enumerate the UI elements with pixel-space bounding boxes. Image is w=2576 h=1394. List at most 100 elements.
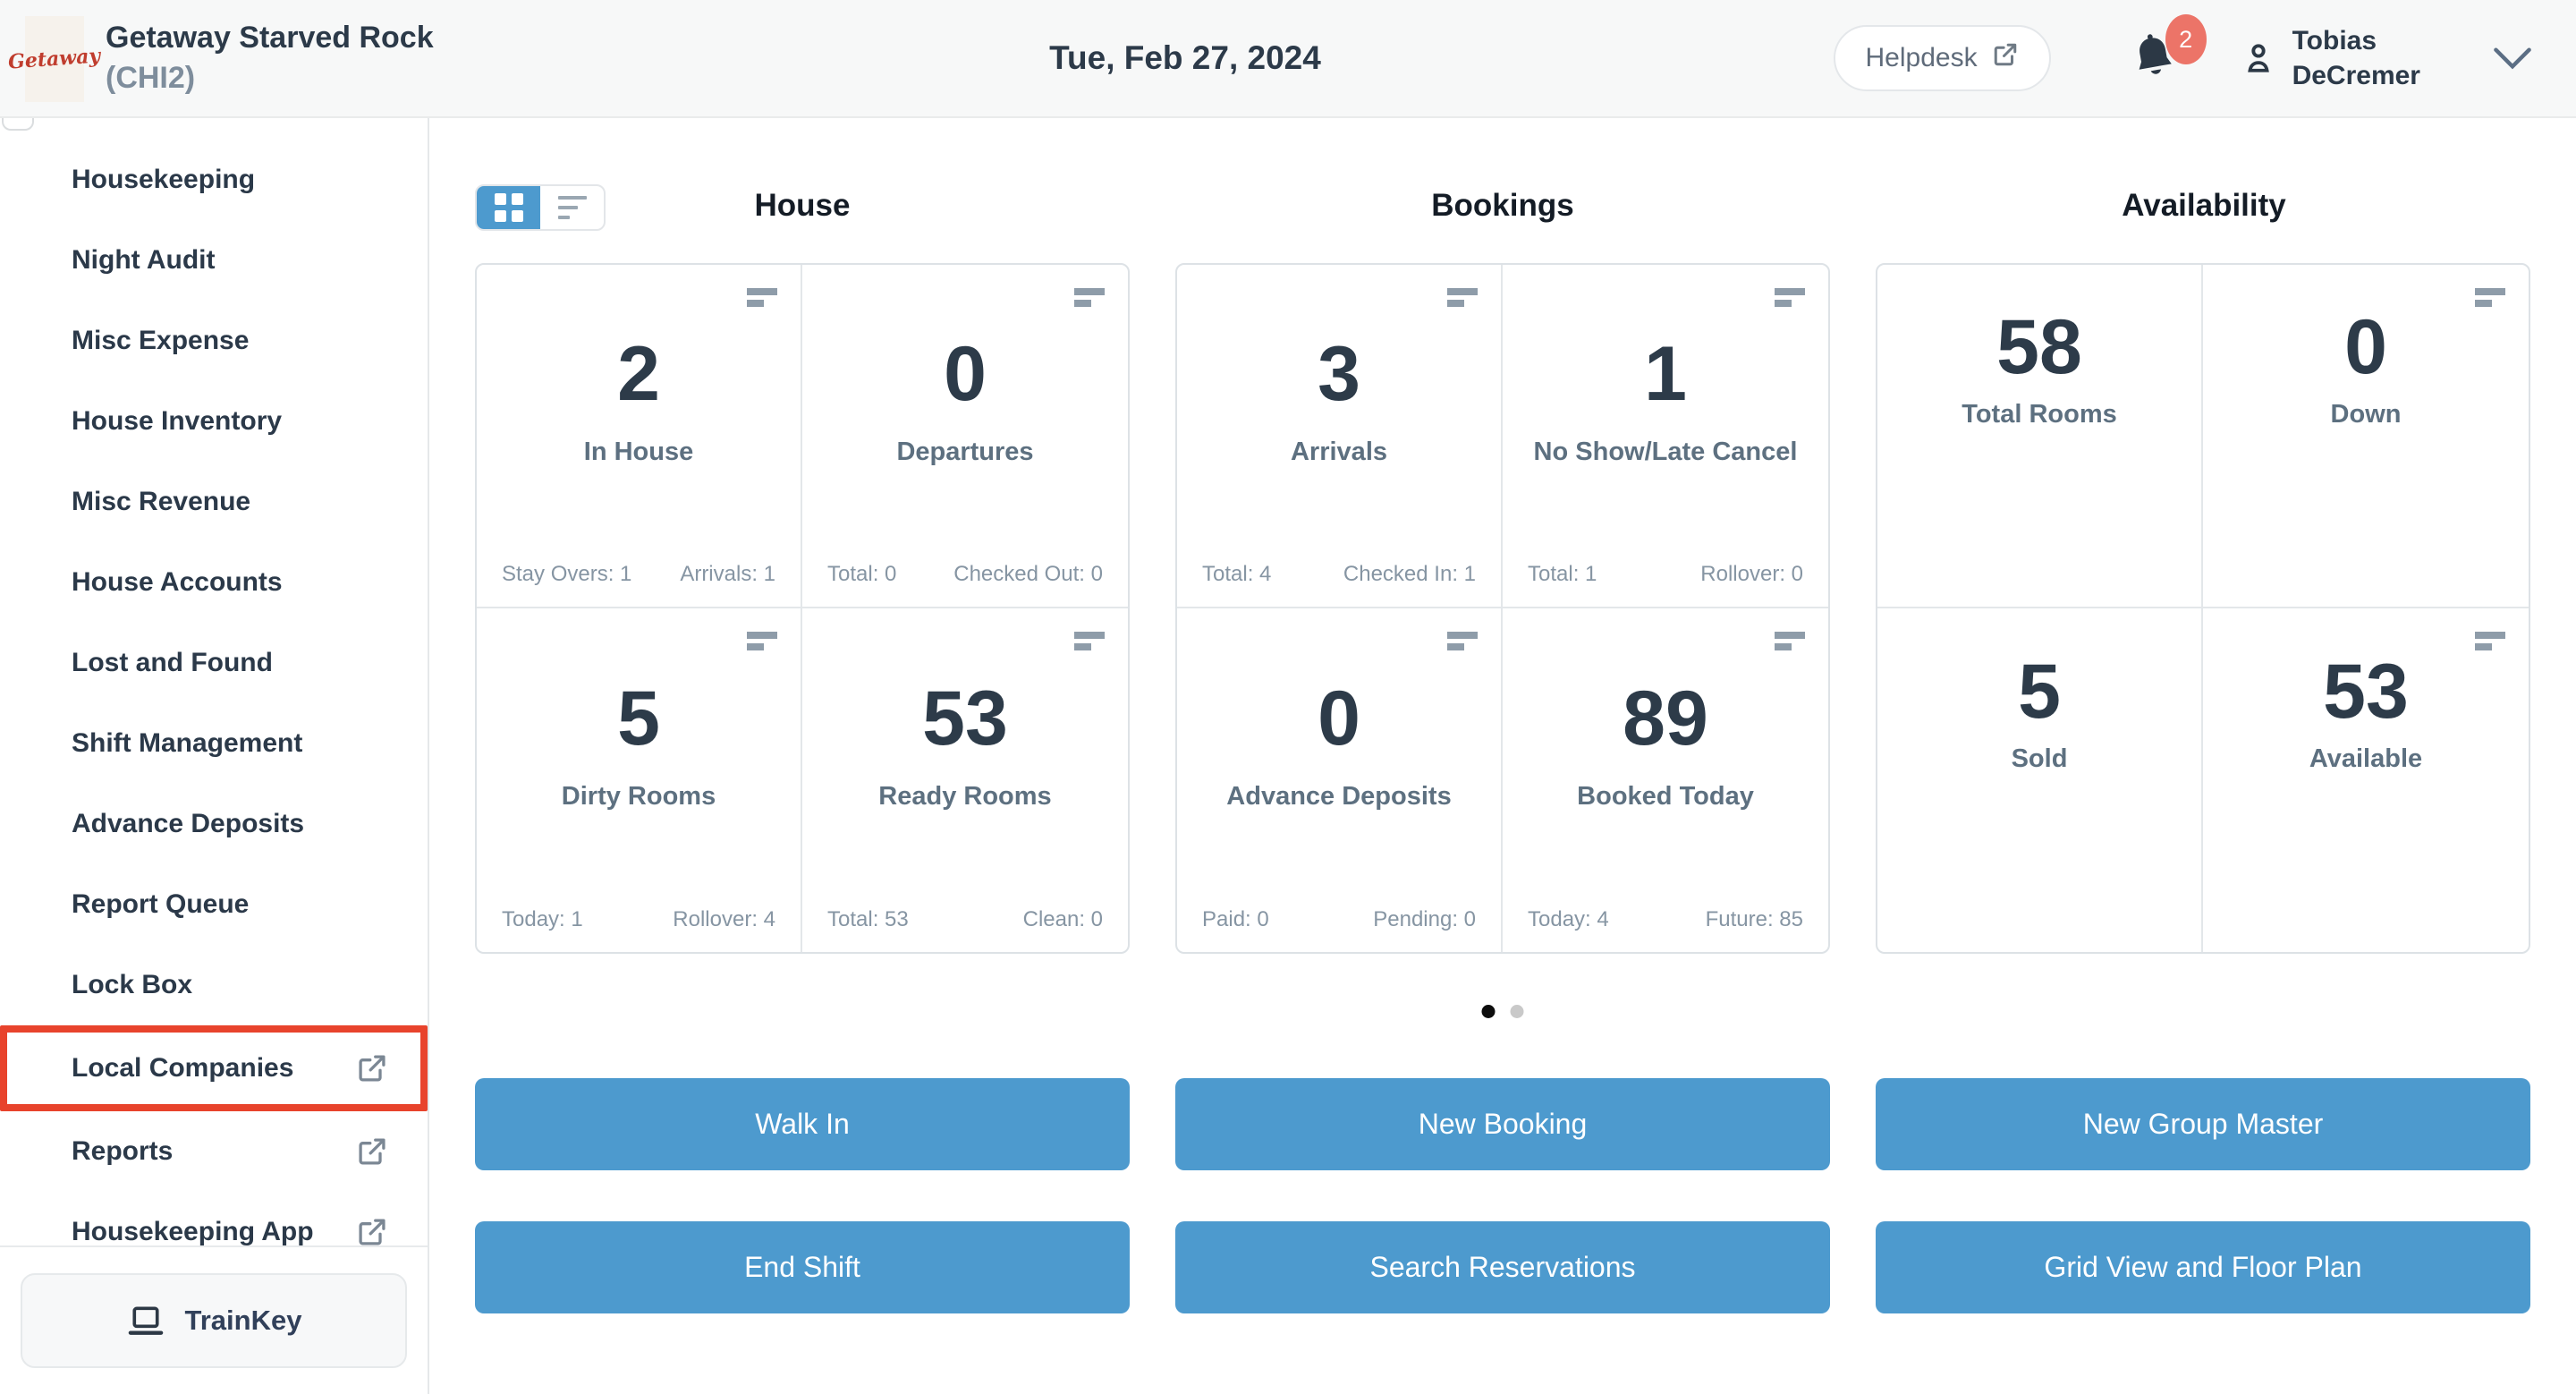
card-value: 1 <box>1644 330 1687 417</box>
card-value: 53 <box>922 675 1008 761</box>
card-value: 0 <box>2344 303 2387 390</box>
card-value: 5 <box>2018 648 2061 735</box>
section-title-bookings: Bookings <box>1431 188 1574 223</box>
card-menu-icon[interactable] <box>1447 288 1478 307</box>
chevron-down-icon[interactable] <box>2492 47 2533 70</box>
sidebar-item-reports[interactable]: Reports <box>0 1111 428 1192</box>
card-stat-right: Checked Out: 0 <box>953 562 1103 586</box>
card-departures[interactable]: 0 Departures Total: 0 Checked Out: 0 <box>802 265 1128 608</box>
card-value: 0 <box>1318 675 1360 761</box>
card-stat-right: Arrivals: 1 <box>680 562 775 586</box>
sidebar-item-label: Housekeeping <box>72 165 256 194</box>
trainkey-button[interactable]: TrainKey <box>21 1273 407 1368</box>
list-view-button[interactable] <box>540 186 604 229</box>
brand-logo-text: Getaway <box>7 44 102 74</box>
card-label: Total Rooms <box>1962 399 2117 429</box>
card-menu-icon[interactable] <box>1775 632 1805 650</box>
card-stat-left: Today: 4 <box>1528 907 1609 931</box>
bell-icon <box>2128 32 2180 84</box>
card-in-house[interactable]: 2 In House Stay Overs: 1 Arrivals: 1 <box>477 265 802 608</box>
card-dirty-rooms[interactable]: 5 Dirty Rooms Today: 1 Rollover: 4 <box>477 608 802 952</box>
view-toggle <box>475 184 606 231</box>
sidebar-item-misc-expense[interactable]: Misc Expense <box>0 301 428 381</box>
availability-group: 58 Total Rooms 0 Down 5 Sold 53 Availabl… <box>1876 263 2530 954</box>
stat-groups: 2 In House Stay Overs: 1 Arrivals: 1 0 De… <box>475 263 2530 954</box>
card-menu-icon[interactable] <box>747 288 777 307</box>
sidebar-item-misc-revenue[interactable]: Misc Revenue <box>0 462 428 542</box>
sidebar-item-night-audit[interactable]: Night Audit <box>0 220 428 301</box>
pagination-dot[interactable] <box>1510 1005 1524 1018</box>
sidebar-item-label: Report Queue <box>72 889 250 919</box>
card-label: Down <box>2330 399 2402 429</box>
card-down[interactable]: 0 Down <box>2203 265 2529 608</box>
card-stat-right: Clean: 0 <box>1022 907 1103 931</box>
user-last-name: DeCremer <box>2292 61 2420 90</box>
grid-view-floor-plan-button[interactable]: Grid View and Floor Plan <box>1876 1221 2530 1313</box>
current-date: Tue, Feb 27, 2024 <box>1049 39 1321 76</box>
card-label: In House <box>583 437 694 466</box>
sidebar-item-label: House Inventory <box>72 406 283 436</box>
card-arrivals[interactable]: 3 Arrivals Total: 4 Checked In: 1 <box>1177 265 1503 608</box>
card-menu-icon[interactable] <box>1447 632 1478 650</box>
sidebar-item-lock-box[interactable]: Lock Box <box>0 945 428 1025</box>
end-shift-button[interactable]: End Shift <box>475 1221 1130 1313</box>
grid-view-button[interactable] <box>477 186 540 229</box>
scrollbar-thumb[interactable] <box>2 118 34 131</box>
card-stat-left: Today: 1 <box>502 907 583 931</box>
card-sold[interactable]: 5 Sold <box>1877 608 2203 952</box>
card-label: Available <box>2309 744 2423 773</box>
card-menu-icon[interactable] <box>2475 632 2505 650</box>
card-stat-left: Stay Overs: 1 <box>502 562 632 586</box>
sidebar-item-local-companies[interactable]: Local Companies <box>0 1025 428 1111</box>
house-group: 2 In House Stay Overs: 1 Arrivals: 1 0 De… <box>475 263 1130 954</box>
trainkey-label: TrainKey <box>184 1305 302 1336</box>
header-actions: Helpdesk 2 <box>1833 0 2534 116</box>
card-label: Dirty Rooms <box>561 781 716 811</box>
card-stat-right: Rollover: 0 <box>1700 562 1803 586</box>
card-label: Sold <box>2011 744 2068 773</box>
card-stat-left: Total: 53 <box>827 907 909 931</box>
card-menu-icon[interactable] <box>1775 288 1805 307</box>
card-value: 2 <box>617 330 660 417</box>
new-group-master-button[interactable]: New Group Master <box>1876 1078 2530 1170</box>
card-value: 58 <box>1996 303 2082 390</box>
card-ready-rooms[interactable]: 53 Ready Rooms Total: 53 Clean: 0 <box>802 608 1128 952</box>
card-menu-icon[interactable] <box>747 632 777 650</box>
user-menu[interactable]: Tobias DeCremer <box>2239 23 2420 93</box>
card-label: No Show/Late Cancel <box>1533 437 1798 466</box>
external-link-icon <box>356 1052 388 1084</box>
search-reservations-button[interactable]: Search Reservations <box>1175 1221 1830 1313</box>
sidebar-item-report-queue[interactable]: Report Queue <box>0 864 428 945</box>
sidebar-item-house-accounts[interactable]: House Accounts <box>0 542 428 623</box>
sidebar-item-housekeeping-app[interactable]: Housekeeping App <box>0 1192 428 1272</box>
card-booked-today[interactable]: 89 Booked Today Today: 4 Future: 85 <box>1503 608 1828 952</box>
carousel-pagination <box>1481 1005 1524 1018</box>
external-link-icon <box>356 1216 388 1248</box>
card-advance-deposits[interactable]: 0 Advance Deposits Paid: 0 Pending: 0 <box>1177 608 1503 952</box>
helpdesk-button[interactable]: Helpdesk <box>1833 25 2051 91</box>
new-booking-button[interactable]: New Booking <box>1175 1078 1830 1170</box>
card-no-show-late-cancel[interactable]: 1 No Show/Late Cancel Total: 1 Rollover: … <box>1503 265 1828 608</box>
notifications-button[interactable]: 2 <box>2128 14 2207 84</box>
sidebar-item-house-inventory[interactable]: House Inventory <box>0 381 428 462</box>
card-stat-right: Future: 85 <box>1705 907 1803 931</box>
sidebar-item-lost-and-found[interactable]: Lost and Found <box>0 623 428 703</box>
sidebar-item-shift-management[interactable]: Shift Management <box>0 703 428 784</box>
sidebar-item-advance-deposits[interactable]: Advance Deposits <box>0 784 428 864</box>
card-menu-icon[interactable] <box>2475 288 2505 307</box>
card-stat-left: Paid: 0 <box>1202 907 1269 931</box>
card-label: Booked Today <box>1577 781 1754 811</box>
section-title-house: House <box>754 188 851 223</box>
card-available[interactable]: 53 Available <box>2203 608 2529 952</box>
sidebar-item-housekeeping[interactable]: Housekeeping <box>0 140 428 220</box>
quick-actions: Walk In New Booking New Group Master End… <box>475 1078 2530 1313</box>
card-menu-icon[interactable] <box>1074 288 1105 307</box>
sidebar-item-label: Reports <box>72 1136 174 1166</box>
walk-in-button[interactable]: Walk In <box>475 1078 1130 1170</box>
pagination-dot-active[interactable] <box>1481 1005 1496 1018</box>
card-total-rooms[interactable]: 58 Total Rooms <box>1877 265 2203 608</box>
card-stat-right: Rollover: 4 <box>673 907 775 931</box>
property-code: (CHI2) <box>106 61 196 95</box>
card-menu-icon[interactable] <box>1074 632 1105 650</box>
helpdesk-label: Helpdesk <box>1865 43 1978 72</box>
